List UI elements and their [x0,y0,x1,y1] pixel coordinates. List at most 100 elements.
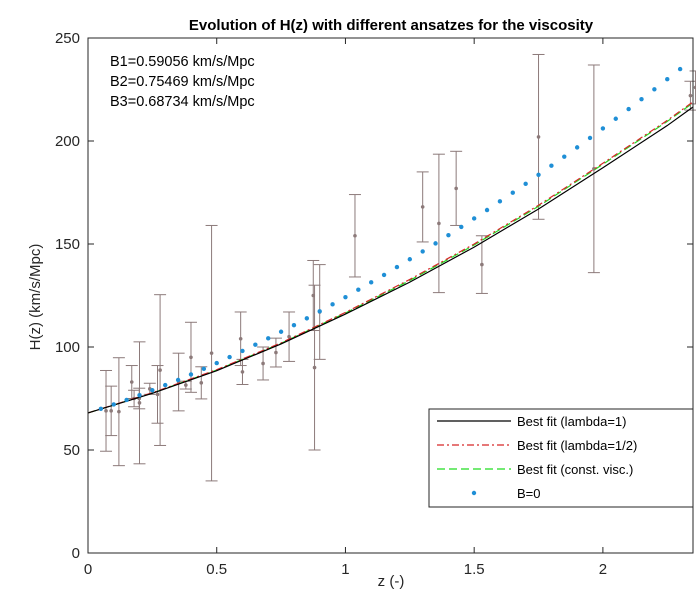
y-tick-label: 200 [55,133,80,150]
x-tick-label: 1.5 [464,561,485,578]
y-tick-label: 150 [55,236,80,253]
b-zero-point [639,96,644,102]
b-zero-point [587,135,593,141]
b-zero-point [214,360,219,366]
observation-point [155,392,160,397]
observation-point [693,85,696,90]
legend-label-const-visc: Best fit (const. visc.) [517,462,633,477]
b-zero-point [330,302,335,307]
observation-point [104,409,108,413]
legend-label-lambda-half: Best fit (lambda=1/2) [517,438,637,453]
b-zero-point [433,241,438,246]
b-zero-point [253,342,258,347]
y-tick-label: 50 [63,442,80,459]
legend-label-lambda1: Best fit (lambda=1) [517,414,626,429]
b-zero-point [304,316,310,321]
b-zero-point [111,402,116,407]
b-zero-point [368,280,374,285]
b-zero-point [484,207,490,213]
observation-point [454,186,458,191]
observation-point [287,334,291,339]
observation-point [238,336,243,341]
b-zero-point [600,126,606,131]
x-tick-label: 1 [341,561,349,578]
series-line-lambda1 [87,106,694,414]
plot-frame [87,37,694,554]
b-zero-point [201,366,207,372]
observation-point [261,361,265,366]
b-zero-point [446,232,451,238]
b-zero-point [394,264,400,270]
b-zero-point [266,336,271,341]
b-zero-point [343,294,348,300]
x-axis-label: z (-) [378,573,405,590]
legend: Best fit (lambda=1) Best fit (lambda=1/2… [428,408,694,508]
observation-point [480,262,484,267]
observation-point [536,135,541,139]
b-zero-point [381,272,387,278]
b-zero-point [574,145,580,150]
observation-point [312,365,317,370]
annotation-b1: B1=0.59056 km/s/Mpc [110,54,255,70]
legend-box [428,408,694,508]
series-line-lambda-half [87,101,694,414]
chart-title: Evolution of H(z) with different ansatze… [189,17,594,34]
b-zero-point [407,257,413,262]
legend-label-b-zero: B=0 [517,486,541,501]
observation-point [240,370,245,374]
b-zero-point [188,372,194,377]
x-tick-label: 2 [599,561,607,578]
x-tick-label: 0 [84,561,92,578]
b-zero-point [471,216,477,221]
b-zero-point [163,382,168,388]
b-zero-point [137,393,142,398]
observation-point [184,383,188,387]
observation-point [353,233,357,238]
b-zero-point [124,397,129,403]
b-zero-point [497,199,503,204]
y-axis-label: H(z) (km/s/Mpc) [27,244,44,351]
b-zero-point [652,87,657,92]
b-zero-point [536,172,541,177]
annotation-layer: B1=0.59056 km/s/Mpc B2=0.75469 km/s/Mpc … [110,54,255,110]
b-zero-point [98,406,104,411]
b-zero-point [240,348,245,354]
observation-point [274,350,278,355]
legend-swatch-b-zero [471,490,477,496]
observation-point [129,380,134,384]
series-layer [87,66,694,414]
b-zero-point [677,66,683,72]
observation-point [158,368,162,372]
b-zero-point [175,377,181,383]
observation-point [117,409,121,414]
b-zero-point [562,154,567,159]
b-zero-point [626,106,631,112]
b-zero-point [549,163,554,168]
observation-point [137,401,142,405]
b-zero-point [278,329,284,334]
b-zero-point [665,77,670,82]
y-tick-label: 0 [72,545,80,562]
b-zero-point [356,287,361,292]
observation-point [199,381,204,385]
observation-point [420,205,425,209]
b-zero-point [523,181,528,187]
y-tick-label: 100 [55,339,80,356]
x-tick-label: 0.5 [206,561,227,578]
b-zero-point [150,388,155,393]
b-zero-point [420,249,425,254]
annotation-b3: B3=0.68734 km/s/Mpc [110,94,255,110]
annotation-b2: B2=0.75469 km/s/Mpc [110,74,255,90]
b-zero-point [510,190,515,195]
b-zero-point [613,116,618,121]
b-zero-point [317,309,322,314]
observation-point [209,351,214,355]
observation-point [109,409,113,413]
observation-point [688,93,693,98]
b-zero-point [459,224,464,230]
y-tick-label: 250 [55,30,80,47]
axes-layer: 0 0.5 1 1.5 2 0 50 100 150 200 250 [55,30,694,578]
observation-point [437,221,441,226]
b-zero-point [227,354,232,360]
